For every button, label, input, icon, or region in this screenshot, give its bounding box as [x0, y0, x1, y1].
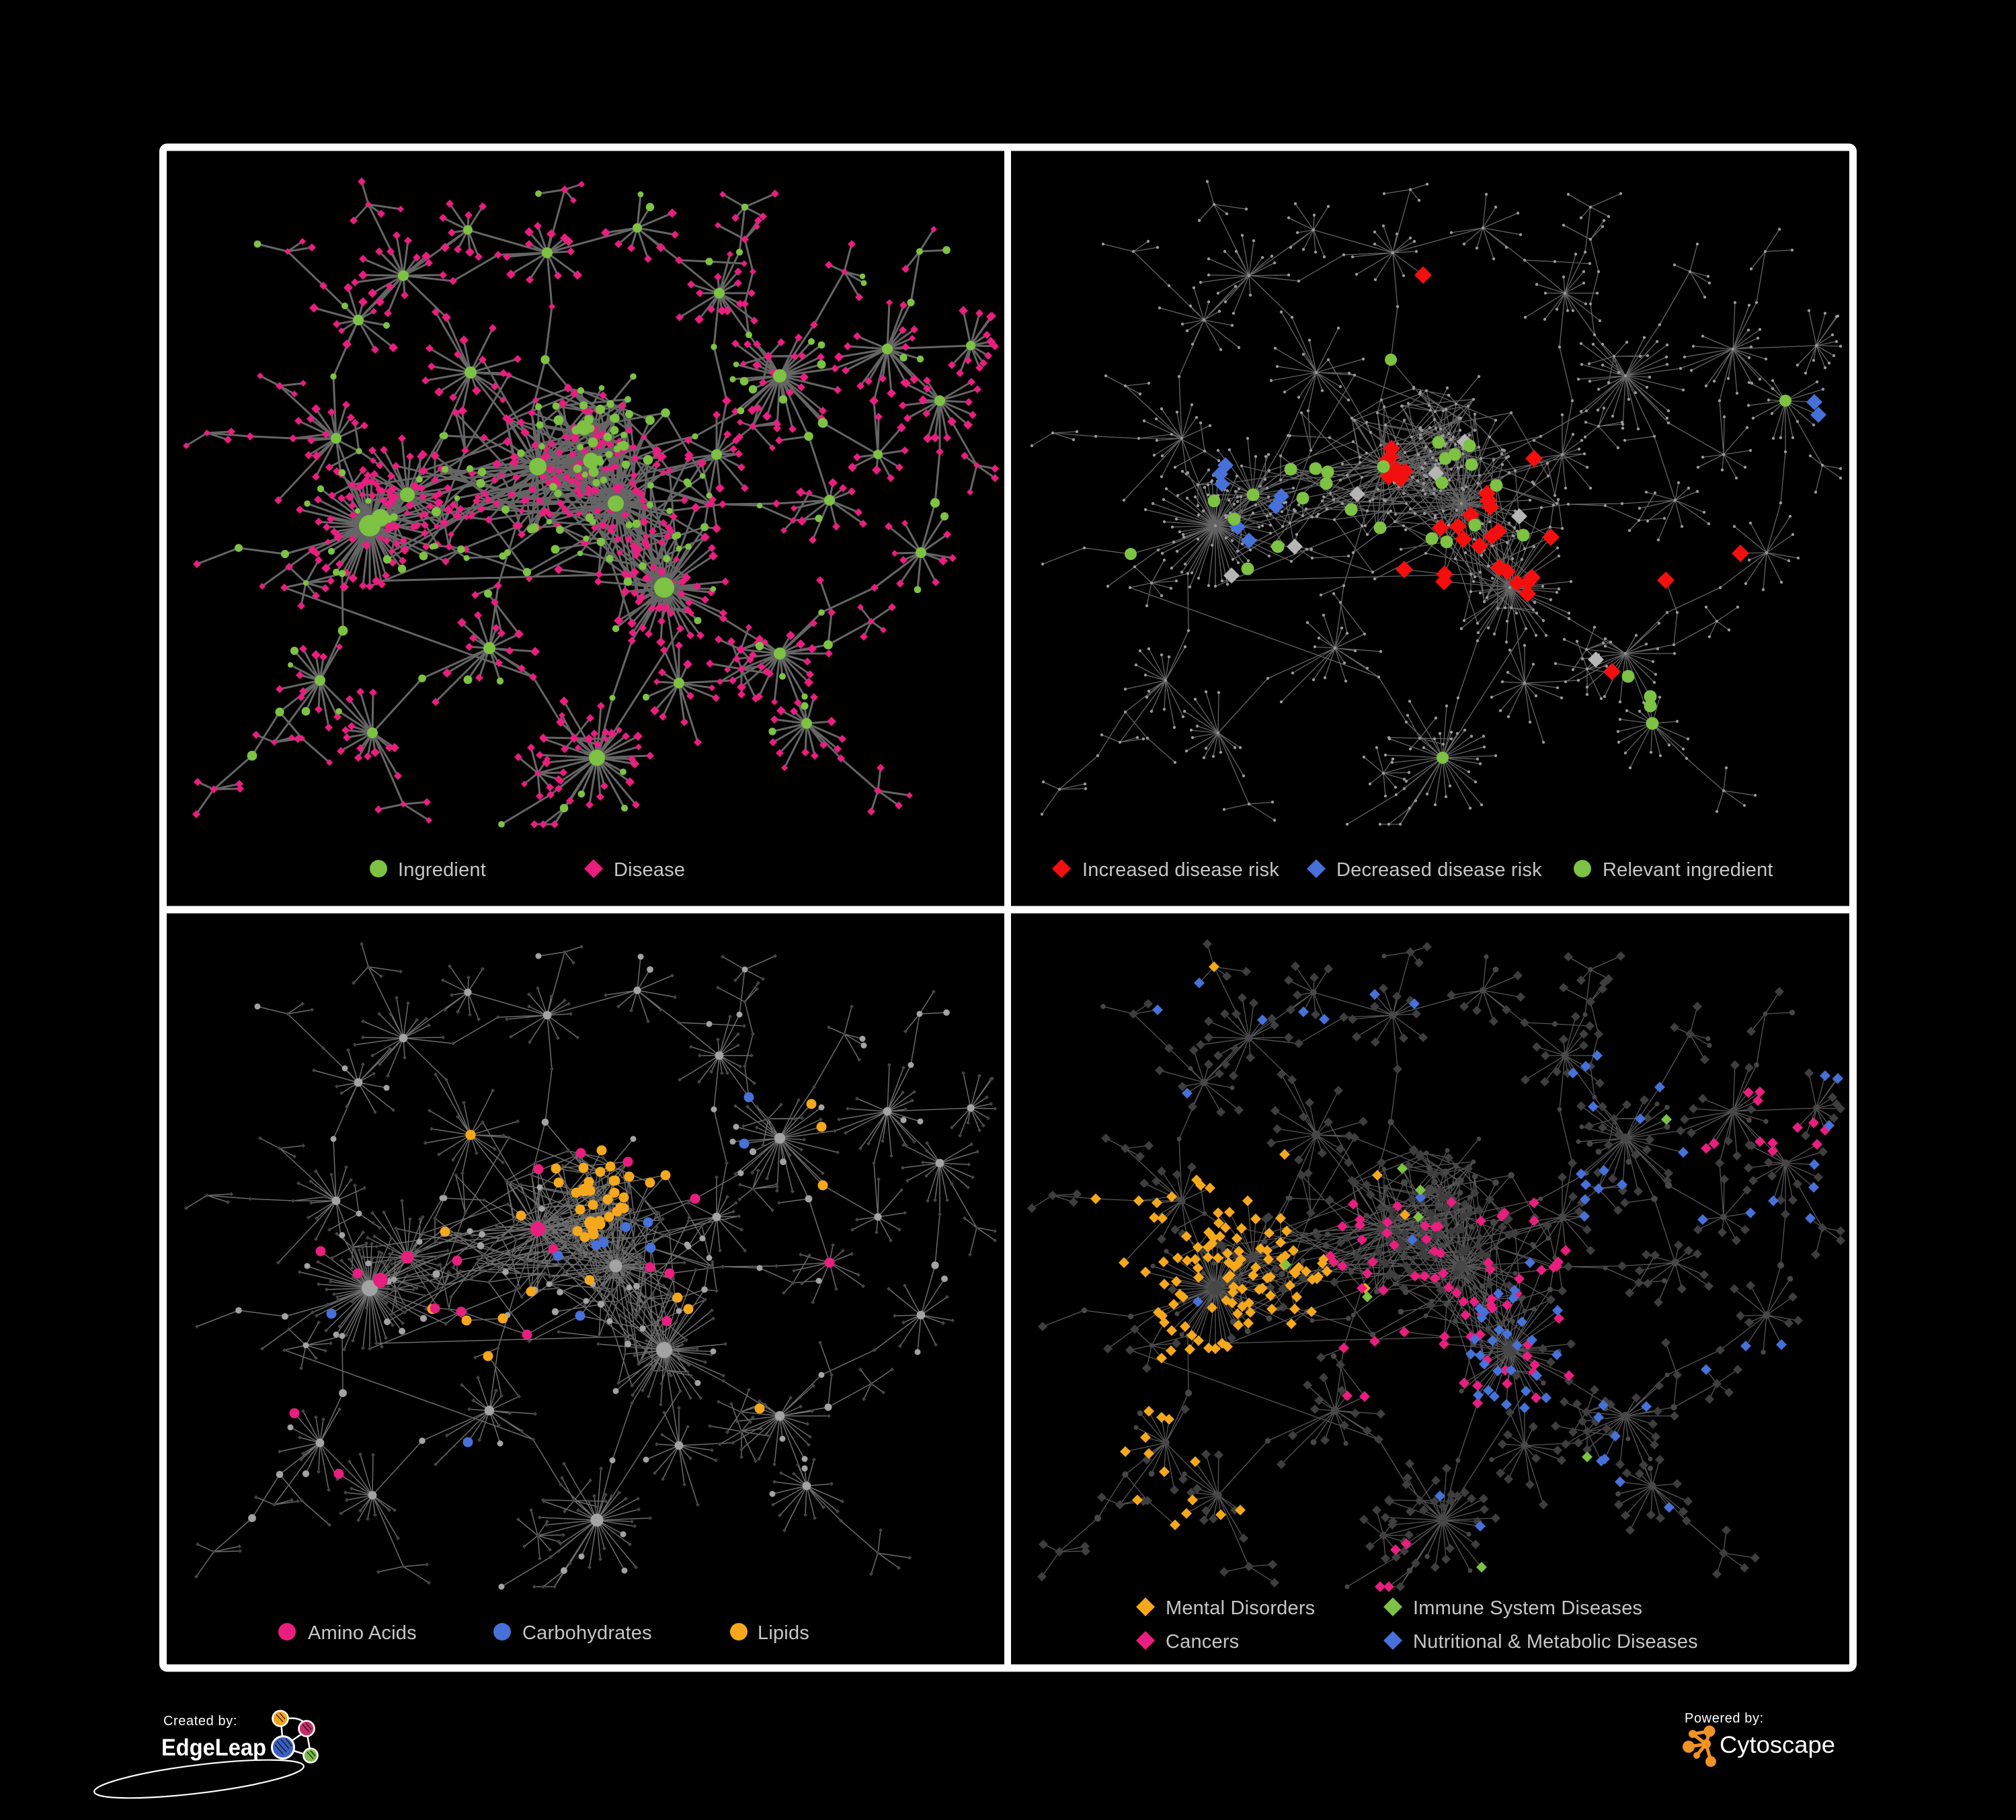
svg-text:Decreased disease risk: Decreased disease risk: [1336, 859, 1542, 881]
svg-text:Nutritional & Metabolic Diseas: Nutritional & Metabolic Diseases: [1413, 1631, 1698, 1653]
svg-text:Powered by:: Powered by:: [1685, 1711, 1764, 1726]
svg-text:EdgeLeap: EdgeLeap: [161, 1735, 266, 1761]
svg-text:Cancers: Cancers: [1166, 1631, 1239, 1653]
svg-text:Carbohydrates: Carbohydrates: [522, 1622, 652, 1644]
svg-text:Relevant ingredient: Relevant ingredient: [1603, 859, 1773, 881]
svg-text:Cytoscape: Cytoscape: [1720, 1732, 1835, 1758]
svg-text:Lipids: Lipids: [758, 1622, 809, 1644]
svg-text:Increased disease risk: Increased disease risk: [1082, 859, 1279, 881]
svg-text:Amino Acids: Amino Acids: [308, 1622, 417, 1644]
svg-text:Disease: Disease: [614, 859, 685, 881]
svg-text:Immune System Diseases: Immune System Diseases: [1413, 1597, 1642, 1619]
svg-text:Mental Disorders: Mental Disorders: [1166, 1597, 1315, 1619]
svg-text:Created by:: Created by:: [163, 1714, 237, 1729]
svg-text:Ingredient: Ingredient: [398, 859, 486, 881]
